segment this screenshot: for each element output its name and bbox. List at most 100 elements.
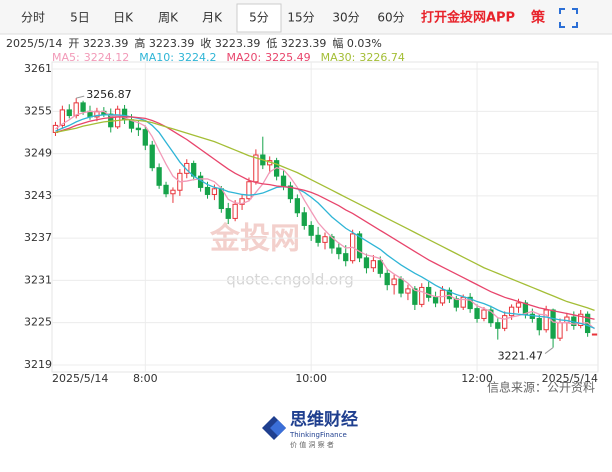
candle-body <box>66 109 72 117</box>
x-tick-label: 10:00 <box>295 372 327 385</box>
candle-body <box>377 260 383 274</box>
tab[interactable]: 分时 <box>21 11 45 25</box>
candle-body <box>336 247 342 255</box>
ma-line <box>55 119 595 312</box>
candle-body <box>488 309 494 324</box>
info-item: 2025/5/14 <box>6 37 62 50</box>
x-tick-label: 2025/5/14 <box>542 372 598 385</box>
tab[interactable]: 5分 <box>249 11 269 25</box>
y-tick-label: 3261 <box>24 62 52 75</box>
low-annotation: 3221.47 <box>498 350 544 363</box>
source: 信息来源：公开资料 <box>487 380 595 395</box>
candle-body <box>515 302 522 308</box>
strategy-button[interactable]: 策 <box>530 9 546 26</box>
tab[interactable]: 周K <box>158 11 179 25</box>
logo-english: ThinkingFinance <box>289 431 347 439</box>
candle-body <box>204 186 211 195</box>
x-tick-label: 2025/5/14 <box>52 372 108 385</box>
info-item: 收 3223.39 <box>200 36 260 50</box>
candle-body <box>343 253 349 262</box>
candle-body <box>246 181 252 200</box>
annotation-leader <box>76 95 85 99</box>
candle-body <box>356 233 363 259</box>
tab[interactable]: 日K <box>113 11 134 25</box>
candle-body <box>502 315 508 329</box>
candle-body <box>301 212 307 226</box>
ma-line <box>55 110 595 330</box>
candle-body <box>59 109 66 126</box>
ma-line <box>55 116 595 320</box>
candle-body <box>156 167 162 186</box>
annotation-leader <box>544 347 554 354</box>
candle-body <box>578 313 584 326</box>
candle-body <box>543 309 549 331</box>
logo: 思维财经 ThinkingFinance 价 值 洞 察 者 <box>262 409 358 449</box>
legend-name: MA30: <box>321 51 356 64</box>
candle-body <box>391 278 397 286</box>
y-tick-label: 3255 <box>24 104 52 117</box>
info-line: 2025/5/14 开 3223.39 高 3223.39 收 3223.39 低 32… <box>6 36 382 50</box>
tab-bar <box>0 0 612 34</box>
logo-mark <box>270 420 286 436</box>
fullscreen-icon[interactable] <box>559 8 578 28</box>
candle-body <box>315 234 321 243</box>
candle-body <box>73 102 79 117</box>
candle-body <box>308 224 314 236</box>
legend-value: 3226.74 <box>359 51 405 64</box>
candle-body <box>225 208 231 219</box>
candle-body <box>405 288 411 294</box>
candle-body <box>591 333 598 336</box>
tab[interactable]: 60分 <box>377 11 404 25</box>
candle-body <box>495 322 501 329</box>
candle-body <box>170 189 176 195</box>
candle-body <box>412 288 418 305</box>
candle-body <box>232 203 238 219</box>
legend-value: 3224.2 <box>178 51 217 64</box>
y-tick-label: 3219 <box>24 358 52 371</box>
candle-body <box>557 322 563 339</box>
y-tick-label: 3225 <box>24 316 52 329</box>
candle-body <box>253 154 259 183</box>
candle-body <box>550 309 556 339</box>
watermark: 金投网 <box>209 222 300 257</box>
candle-body <box>467 296 473 310</box>
x-tick-label: 8:00 <box>133 372 158 385</box>
legend-value: 3224.12 <box>84 51 130 64</box>
candle-body <box>426 286 432 298</box>
tab-selected-box <box>236 3 282 33</box>
tab[interactable]: 5日 <box>70 11 90 25</box>
app-link[interactable]: 打开金投网APP <box>421 10 515 26</box>
candle-body <box>211 188 218 195</box>
y-tick-label: 3243 <box>24 189 52 202</box>
candle-body <box>536 317 542 331</box>
candle-body <box>294 198 300 214</box>
info-item: 幅 0.03% <box>332 37 381 50</box>
legend: MA5: 3224.12 MA10: 3224.2 MA20: 3225.49 MA30: 3… <box>52 51 405 64</box>
candle-body <box>142 129 148 146</box>
legend-name: MA20: <box>226 51 261 64</box>
tab[interactable]: 月K <box>202 11 223 25</box>
y-tick-label: 3231 <box>24 273 52 286</box>
candle-body <box>508 306 515 317</box>
candle-body <box>522 302 529 315</box>
candle-body <box>80 102 86 112</box>
logo-slogan: 价 值 洞 察 者 <box>290 440 334 449</box>
x-tick-label: 12:00 <box>461 372 493 385</box>
candle-body <box>384 272 390 286</box>
info-item: 低 3223.39 <box>266 37 326 50</box>
candle-body <box>398 278 404 294</box>
candle-body <box>363 257 370 269</box>
legend-name: MA10: <box>139 51 174 64</box>
candle-body <box>370 260 377 269</box>
candle-body <box>184 162 190 174</box>
candle-body <box>432 296 439 304</box>
candle-body <box>135 127 142 131</box>
tab[interactable]: 15分 <box>287 11 314 25</box>
ma-line <box>55 114 595 329</box>
info-item: 高 3223.39 <box>134 36 194 50</box>
tab[interactable]: 30分 <box>332 11 359 25</box>
candle-body <box>474 308 480 319</box>
high-annotation: 3256.87 <box>86 88 132 101</box>
y-tick-label: 3237 <box>24 231 52 244</box>
